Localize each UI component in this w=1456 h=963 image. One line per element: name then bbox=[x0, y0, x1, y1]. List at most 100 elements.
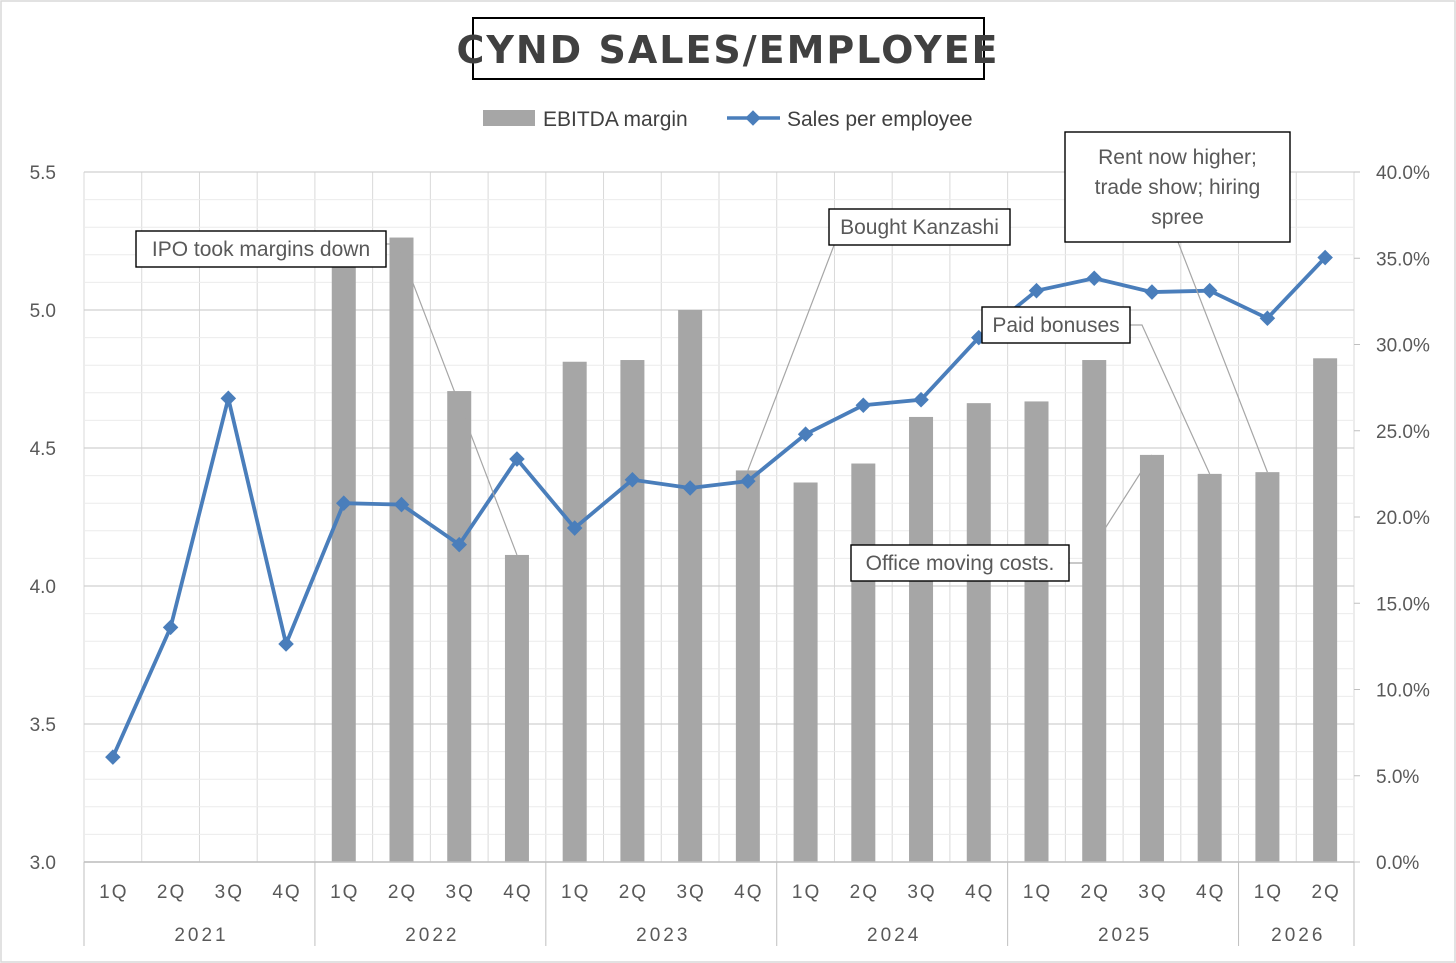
sales-per-employee-point bbox=[509, 451, 525, 467]
x-category-label: 2Q bbox=[157, 882, 186, 903]
annotation-callout: Office moving costs. bbox=[850, 454, 1153, 582]
y-left-tick-label: 4.0 bbox=[30, 577, 56, 598]
y-left-tick-label: 5.5 bbox=[30, 163, 56, 184]
annotation-leader-line bbox=[1177, 241, 1268, 473]
sales-per-employee-line bbox=[111, 256, 1327, 758]
x-category-label: 4Q bbox=[503, 882, 532, 903]
annotation-text: trade show; hiring bbox=[1095, 176, 1261, 199]
y-right-tick-label: 0.0% bbox=[1376, 853, 1419, 874]
annotation-box bbox=[828, 208, 1011, 246]
y-right-tick-label: 20.0% bbox=[1376, 508, 1430, 529]
y-left-tick-label: 3.5 bbox=[30, 715, 56, 736]
x-category-label: 4Q bbox=[965, 882, 994, 903]
x-category-label: 4Q bbox=[272, 882, 301, 903]
y-left-tick-label: 5.0 bbox=[30, 301, 56, 322]
x-category-label: 3Q bbox=[1138, 882, 1167, 903]
x-category-label: 1Q bbox=[1254, 882, 1283, 903]
ebitda-margin-bar bbox=[1255, 472, 1280, 862]
annotation-text: Rent now higher; bbox=[1098, 146, 1257, 169]
sales-per-employee-point bbox=[1317, 249, 1333, 266]
ebitda-margin-bar bbox=[562, 361, 587, 862]
ebitda-margin-bar bbox=[909, 416, 934, 862]
ebitda-margin-bar bbox=[1313, 358, 1338, 862]
x-category-label: 3Q bbox=[676, 882, 705, 903]
x-category-label: 1Q bbox=[792, 882, 821, 903]
ebitda-margin-bar bbox=[1139, 454, 1164, 862]
ebitda-margin-bar bbox=[793, 482, 818, 862]
x-category-label: 1Q bbox=[1023, 882, 1052, 903]
x-year-label: 2022 bbox=[405, 925, 459, 946]
x-category-label: 1Q bbox=[99, 882, 128, 903]
ebitda-margin-bar bbox=[504, 554, 529, 862]
x-year-label: 2021 bbox=[174, 925, 228, 946]
x-year-label: 2025 bbox=[1098, 925, 1152, 946]
sales-per-employee-point bbox=[1028, 282, 1045, 299]
annotation-callout: Paid bonuses bbox=[981, 306, 1211, 475]
annotation-text: Paid bonuses bbox=[992, 314, 1119, 337]
axes: 3.0 3.5 4.0 4.5 5.0 5.5 0.0% 5.0% 10.0% 15.0% 20.0… bbox=[30, 163, 1430, 946]
annotation-leader-line bbox=[1130, 324, 1211, 475]
y-left-tick-label: 4.5 bbox=[30, 439, 56, 460]
ebitda-margin-bar bbox=[851, 463, 876, 862]
sales-per-employee-point bbox=[1201, 282, 1218, 299]
ebitda-margin-bar bbox=[735, 470, 760, 862]
sales-per-employee-point bbox=[1144, 284, 1160, 300]
ebitda-margin-bar bbox=[678, 310, 703, 862]
y-left-tick-label: 3.0 bbox=[30, 853, 56, 874]
x-category-label: 4Q bbox=[1196, 882, 1225, 903]
x-category-label: 2Q bbox=[1311, 882, 1340, 903]
x-category-label: 4Q bbox=[734, 882, 763, 903]
annotation-text: spree bbox=[1151, 206, 1204, 229]
sales-per-employee-point bbox=[1259, 310, 1276, 327]
y-right-tick-label: 25.0% bbox=[1376, 422, 1430, 443]
ebitda-margin-bar bbox=[1024, 401, 1049, 862]
y-right-tick-label: 10.0% bbox=[1376, 681, 1430, 702]
legend-label-ebitda: EBITDA margin bbox=[543, 108, 688, 131]
annotations: IPO took margins down Bought Kanzashi Paid… bbox=[135, 131, 1291, 582]
x-year-label: 2026 bbox=[1271, 925, 1325, 946]
legend-swatch-ebitda bbox=[483, 110, 535, 126]
annotation-box bbox=[1064, 131, 1291, 243]
x-category-label: 1Q bbox=[330, 882, 359, 903]
sales-per-employee-point bbox=[162, 619, 179, 636]
bar-series-ebitda-margin bbox=[331, 237, 1338, 863]
annotation-box bbox=[981, 306, 1131, 344]
y-right-tick-label: 30.0% bbox=[1376, 336, 1430, 357]
x-category-label: 2Q bbox=[850, 882, 879, 903]
sales-per-employee-point bbox=[566, 520, 583, 536]
annotation-leader-line bbox=[386, 243, 518, 556]
sales-per-employee-point bbox=[1086, 270, 1103, 287]
y-right-tick-label: 5.0% bbox=[1376, 767, 1419, 788]
x-category-label: 3Q bbox=[446, 882, 475, 903]
x-category-label: 2Q bbox=[619, 882, 648, 903]
ebitda-margin-bar bbox=[620, 360, 645, 862]
ebitda-margin-bar bbox=[1082, 360, 1107, 862]
x-category-label: 1Q bbox=[561, 882, 590, 903]
x-year-label: 2023 bbox=[636, 925, 690, 946]
annotation-callout: Rent now higher; trade show; hiring spree bbox=[1064, 131, 1291, 473]
x-category-label: 3Q bbox=[215, 882, 244, 903]
annotation-leader-line bbox=[1069, 454, 1153, 564]
annotation-text: Office moving costs. bbox=[866, 552, 1055, 575]
x-year-label: 2024 bbox=[867, 925, 921, 946]
x-category-label: 2Q bbox=[1081, 882, 1110, 903]
y-right-tick-label: 15.0% bbox=[1376, 594, 1430, 615]
ebitda-margin-bar bbox=[966, 403, 991, 862]
chart-title-text: CYND SALES/EMPLOYEE bbox=[456, 28, 999, 72]
chart-title: CYND SALES/EMPLOYEE bbox=[456, 17, 999, 80]
ebitda-margin-bar bbox=[447, 391, 472, 862]
x-category-label: 2Q bbox=[388, 882, 417, 903]
ebitda-margin-bar bbox=[1197, 473, 1222, 862]
legend-label-sales: Sales per employee bbox=[787, 108, 973, 131]
y-right-tick-label: 40.0% bbox=[1376, 163, 1430, 184]
y-right-tick-label: 35.0% bbox=[1376, 249, 1430, 270]
chart-title-box bbox=[472, 17, 985, 80]
x-category-label: 3Q bbox=[907, 882, 936, 903]
annotation-text: IPO took margins down bbox=[152, 238, 370, 261]
annotation-box bbox=[850, 544, 1070, 582]
annotation-text: Bought Kanzashi bbox=[840, 216, 999, 239]
annotation-box bbox=[135, 230, 387, 268]
sales-per-employee-point bbox=[220, 390, 237, 407]
